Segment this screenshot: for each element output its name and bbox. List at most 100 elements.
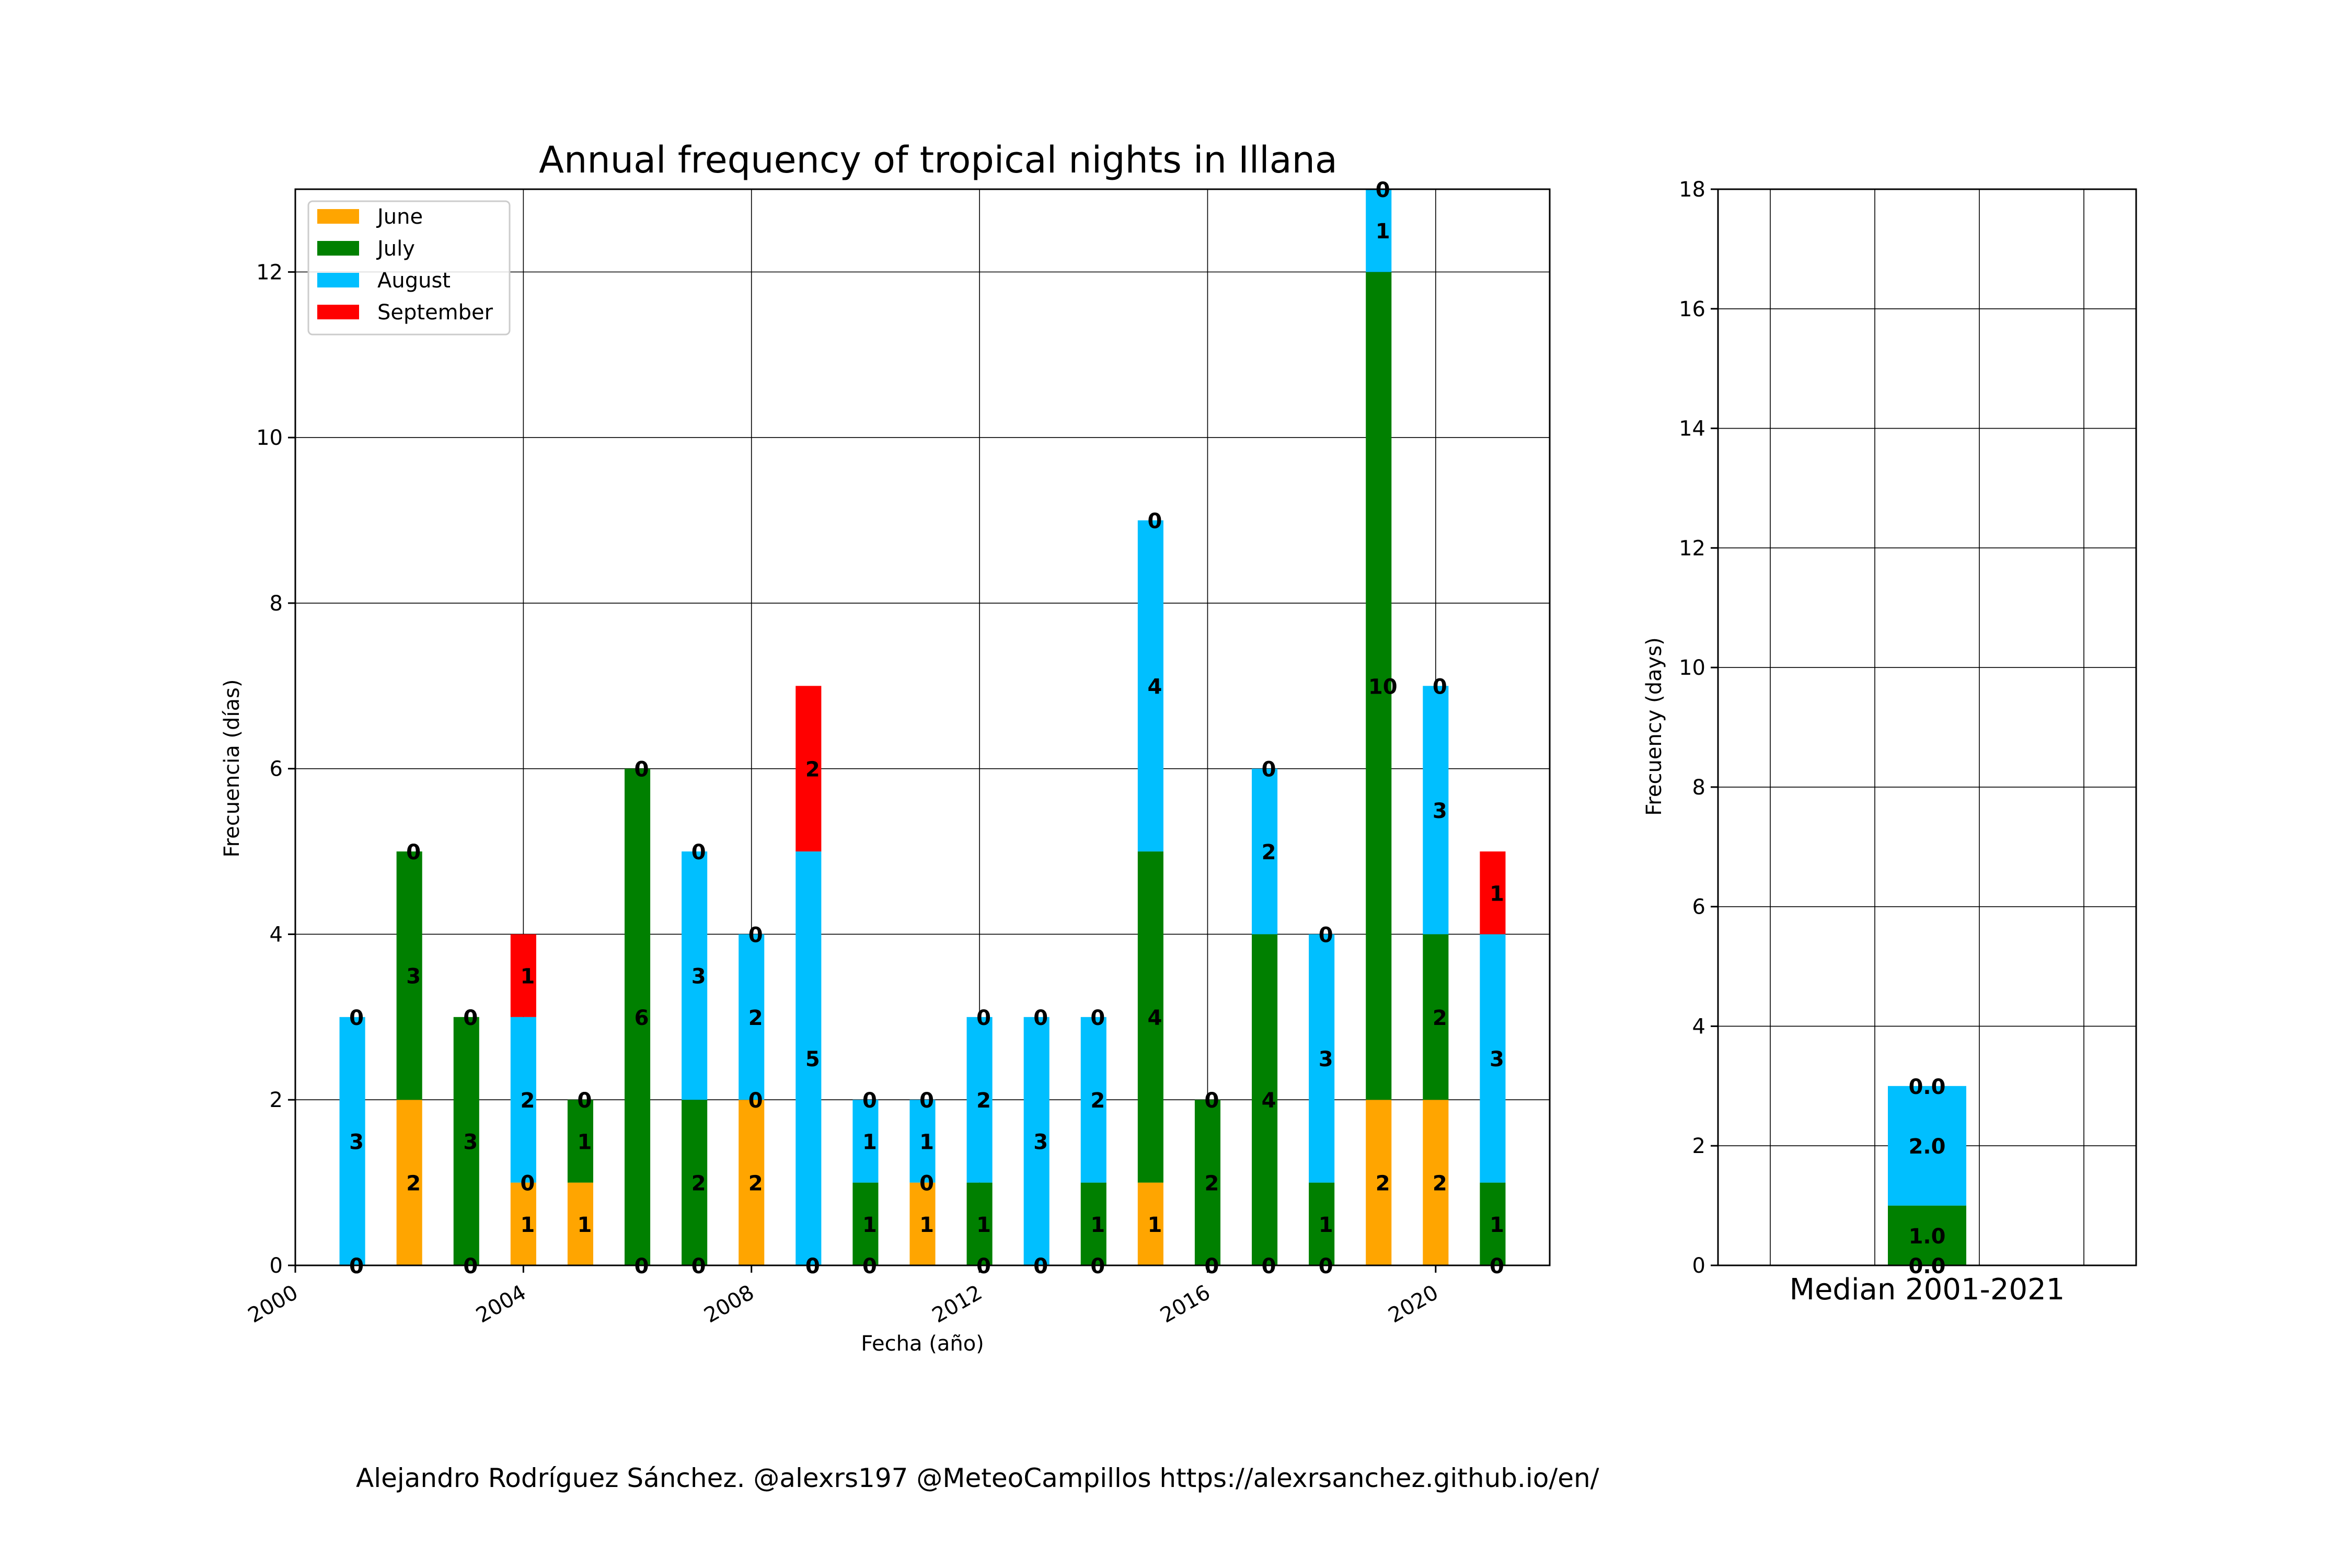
bar-july <box>453 1017 479 1265</box>
bar-value-label: 1 <box>1147 1213 1162 1237</box>
median-bar-july <box>1888 1205 1966 1265</box>
bar-value-label: 0 <box>1376 178 1390 202</box>
bar-july <box>1480 1182 1506 1265</box>
bar-august <box>1023 1017 1050 1265</box>
bar-september <box>1480 851 1506 935</box>
median-y-tick-label: 18 <box>1679 178 1705 202</box>
bar-value-label: 5 <box>805 1047 820 1071</box>
bar-august <box>1252 768 1278 935</box>
legend-label-july: July <box>376 237 415 261</box>
main-bar-labels: 0030230003001021110006000230202000520110… <box>349 178 1504 1278</box>
bar-value-label: 2 <box>1433 1006 1447 1030</box>
bar-value-label: 0 <box>1033 1254 1048 1278</box>
bar-august <box>1366 189 1392 272</box>
bar-value-label: 0 <box>1205 1089 1219 1113</box>
bar-july <box>1080 1182 1106 1265</box>
median-x-axis-label: Median 2001-2021 <box>1790 1273 2065 1307</box>
bar-july <box>1194 1100 1220 1265</box>
bar-value-label: 1 <box>862 1213 877 1237</box>
bar-value-label: 0 <box>1319 1254 1333 1278</box>
median-bar-labels: 0.0 1.0 2.0 0.0 <box>1909 1075 1946 1278</box>
legend-swatch-august <box>317 273 359 287</box>
bar-august <box>739 934 765 1100</box>
bar-july <box>1309 1182 1335 1265</box>
bar-value-label: 0 <box>862 1089 877 1113</box>
bar-value-label: 0 <box>805 1254 820 1278</box>
bar-august <box>1137 520 1163 852</box>
bar-value-label: 0 <box>976 1006 991 1030</box>
median-bar-value-label: 0.0 <box>1909 1075 1946 1099</box>
median-y-tick-label: 12 <box>1679 536 1705 560</box>
legend-swatch-june <box>317 209 359 224</box>
bar-august <box>1480 934 1506 1183</box>
median-y-ticks: 0 2 4 6 8 10 12 14 16 18 <box>1679 178 1718 1278</box>
bar-value-label: 0 <box>635 758 649 782</box>
median-y-tick-label: 8 <box>1692 776 1705 800</box>
bar-value-label: 4 <box>1262 1089 1276 1113</box>
bar-value-label: 1 <box>862 1130 877 1154</box>
bar-value-label: 0 <box>691 840 706 864</box>
main-y-tick-label: 10 <box>256 426 283 450</box>
main-x-tick-label: 2012 <box>928 1281 986 1328</box>
bar-value-label: 3 <box>463 1130 478 1154</box>
main-y-tick-label: 12 <box>256 260 283 284</box>
median-y-tick-label: 2 <box>1692 1134 1705 1158</box>
bar-july <box>852 1182 879 1265</box>
main-x-tick-label: 2004 <box>472 1281 530 1328</box>
bar-value-label: 1 <box>520 965 535 989</box>
bar-value-label: 10 <box>1368 675 1398 699</box>
bar-july <box>1252 934 1278 1265</box>
legend-label-august: August <box>377 269 451 293</box>
bar-value-label: 0 <box>1319 923 1333 947</box>
bar-july <box>682 1100 708 1265</box>
bar-value-label: 1 <box>1376 220 1390 244</box>
bar-july <box>1137 851 1163 1183</box>
chart-title: Annual frequency of tropical nights in I… <box>539 139 1338 181</box>
bar-july <box>1423 934 1449 1100</box>
median-y-tick-label: 10 <box>1679 656 1705 680</box>
legend-label-september: September <box>377 301 493 325</box>
bar-value-label: 0 <box>748 923 763 947</box>
bar-value-label: 0 <box>1090 1006 1105 1030</box>
legend-box <box>307 200 511 336</box>
bar-value-label: 2 <box>1433 1172 1447 1196</box>
main-y-tick-label: 0 <box>270 1254 283 1278</box>
bar-value-label: 1 <box>520 1213 535 1237</box>
bar-value-label: 2 <box>805 758 820 782</box>
bar-value-label: 2 <box>748 1006 763 1030</box>
bar-june <box>510 1182 536 1265</box>
bar-value-label: 0 <box>805 1254 820 1278</box>
main-y-tick-label: 8 <box>270 592 283 616</box>
bar-value-label: 0 <box>349 1254 364 1278</box>
median-y-tick-label: 0 <box>1692 1254 1705 1278</box>
median-chart: 0.0 1.0 2.0 0.0 0 2 4 6 8 10 12 14 16 18 Median 2001… <box>1642 178 2137 1307</box>
bar-value-label: 0 <box>463 1254 478 1278</box>
median-bars <box>1888 1086 1966 1265</box>
bar-value-label: 0 <box>463 1006 478 1030</box>
bar-value-label: 1 <box>1490 1213 1504 1237</box>
bar-value-label: 3 <box>1033 1130 1048 1154</box>
bar-value-label: 0 <box>635 1254 649 1278</box>
bar-value-label: 2 <box>406 1172 421 1196</box>
main-x-tick-label: 2020 <box>1385 1281 1443 1328</box>
bar-value-label: 0 <box>1490 1254 1504 1278</box>
bar-august <box>852 1100 879 1183</box>
bar-value-label: 0 <box>862 1254 877 1278</box>
bar-value-label: 4 <box>1147 675 1162 699</box>
main-bars <box>339 189 1506 1265</box>
main-x-tick-label: 2000 <box>244 1281 302 1328</box>
bar-value-label: 0 <box>1033 1006 1048 1030</box>
bar-value-label: 0 <box>406 840 421 864</box>
bar-august <box>1423 686 1449 935</box>
median-bar-value-label: 0.0 <box>1909 1254 1946 1278</box>
legend-swatch-september <box>317 305 359 319</box>
main-y-tick-label: 4 <box>270 923 283 947</box>
bar-value-label: 0 <box>1205 1254 1219 1278</box>
bar-value-label: 2 <box>691 1172 706 1196</box>
main-y-tick-label: 6 <box>270 757 283 781</box>
main-plot-frame <box>294 188 1551 1266</box>
bar-value-label: 0 <box>1090 1254 1105 1278</box>
bar-value-label: 1 <box>919 1213 934 1237</box>
bar-value-label: 3 <box>1490 1047 1504 1071</box>
bar-august <box>339 1017 365 1265</box>
